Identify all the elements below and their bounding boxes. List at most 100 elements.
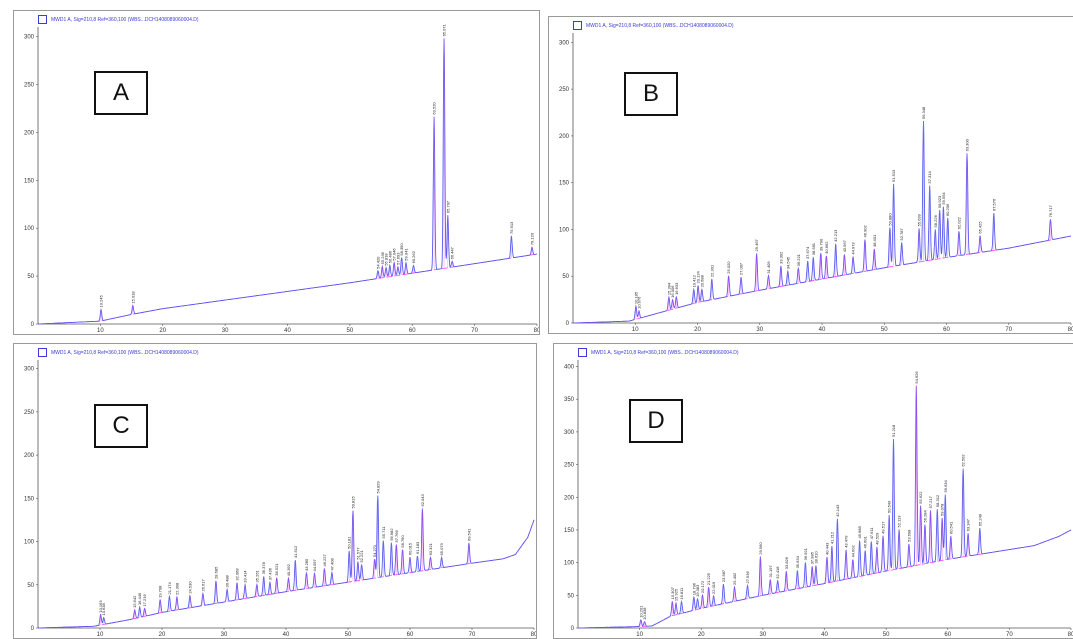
peak-label: 59.078 <box>940 503 945 516</box>
peak-label: 50.880 <box>887 213 892 226</box>
y-tick-label: 0 <box>31 626 35 632</box>
peak-label: 51.218 <box>891 424 896 437</box>
chromatogram-trace <box>38 38 537 325</box>
peak-label: 33.826 <box>784 556 789 569</box>
chromatogram-plot: 0 50 100 150 200 250 300 10 20 30 40 50 60 70 80 10.163… <box>24 360 536 638</box>
peak-label: 21.225 <box>706 572 711 585</box>
y-tick-label: 100 <box>24 540 35 546</box>
peak-label: 10.245 <box>98 294 103 307</box>
chromatogram-panel-c: MWD1 A, Sig=210,8 Ref=360,100 (WBS...DCH… <box>13 343 537 639</box>
peak-label: 41.212 <box>829 531 834 544</box>
peak-label: 48.529 <box>874 532 879 545</box>
square-outline-icon <box>38 15 47 24</box>
y-tick-label: 300 <box>564 430 575 436</box>
y-tick-label: 150 <box>564 528 575 534</box>
peak-label: 37.436 <box>267 567 272 580</box>
peak-label: 52.787 <box>899 227 904 240</box>
peak-label: 33.414 <box>243 570 248 583</box>
peak-label: 56.982 <box>389 528 394 541</box>
peak-label: 40.662 <box>824 241 829 254</box>
peak-label: 57.314 <box>927 170 932 183</box>
x-tick-label: 40 <box>283 632 290 638</box>
peak-label: 44.597 <box>312 558 317 571</box>
peak-label: 15.925 <box>673 588 678 601</box>
x-tick-label: 60 <box>407 632 414 638</box>
square-outline-icon <box>573 21 582 30</box>
peak-label: 15.307 <box>670 586 675 599</box>
peak-label: 60.206 <box>945 203 950 216</box>
peak-label: 20.688 <box>699 274 704 287</box>
y-tick-label: 300 <box>24 367 35 373</box>
peak-label: 10.201 <box>638 605 643 618</box>
legend-text: MWD1 A, Sig=210,8 Ref=360,100 (WBS...DCH… <box>51 349 199 356</box>
peak-label: 15.394 <box>666 282 671 295</box>
peak-label: 54.926 <box>914 371 919 384</box>
peak-label: 31.409 <box>766 261 771 274</box>
peak-label: 20.124 <box>696 270 701 283</box>
x-tick-label: 40 <box>284 328 291 334</box>
peak-label: 10.638 <box>101 603 106 616</box>
peak-label: 75.913 <box>509 221 514 234</box>
peak-label: 27.536 <box>745 571 750 584</box>
x-tick-label: 10 <box>636 632 643 638</box>
x-tick-label: 50 <box>881 327 888 333</box>
peak-label: 29.560 <box>758 542 763 555</box>
peak-label: 30.488 <box>225 574 230 587</box>
chromatogram-panel-d: MWD1 A, Sig=210,8 Ref=360,100 (WBS...DCH… <box>553 343 1073 639</box>
x-tick-label: 50 <box>883 632 890 638</box>
x-tick-label: 80 <box>1068 632 1073 638</box>
square-outline-icon <box>578 348 587 357</box>
y-tick-label: 200 <box>559 134 570 140</box>
legend-text: MWD1 A, Sig=210,8 Ref=360,100 (WBS...DCH… <box>591 349 739 356</box>
y-tick-label: 250 <box>24 410 35 416</box>
peak-label: 25.020 <box>726 261 731 274</box>
peak-label: 62.022 <box>956 216 961 229</box>
y-tick-label: 50 <box>562 274 569 280</box>
baseline-line <box>37 253 538 325</box>
peak-label: 67.576 <box>991 198 996 211</box>
peak-label: 55.622 <box>918 491 923 504</box>
peak-label: 50.181 <box>347 536 352 549</box>
peak-label: 38.521 <box>274 563 279 576</box>
y-tick-label: 0 <box>566 321 570 327</box>
y-tick-label: 200 <box>24 453 35 459</box>
peak-label: 23.587 <box>721 569 726 582</box>
peak-label: 31.197 <box>768 565 773 578</box>
peak-label: 59.634 <box>943 479 948 492</box>
legend-text: MWD1 A, Sig=210,8 Ref=360,100 (WBS...DCH… <box>51 16 199 23</box>
peak-label: 27.007 <box>739 262 744 275</box>
x-tick-label: 60 <box>943 327 950 333</box>
peak-label: 22.398 <box>174 582 179 595</box>
legend: MWD1 A, Sig=210,8 Ref=360,100 (WBS...DCH… <box>38 348 199 357</box>
peak-label: 59.554 <box>941 192 946 205</box>
peak-label: 65.707 <box>445 200 450 213</box>
chromatogram-plot: 0 50 100 150 200 250 300 10 20 30 40 50 60 70 80 10.185… <box>559 33 1073 333</box>
peak-label: 60.541 <box>948 521 953 534</box>
panel-label: A <box>94 71 148 115</box>
peak-label: 34.545 <box>785 256 790 269</box>
y-tick-label: 350 <box>564 397 575 403</box>
x-tick-label: 40 <box>821 632 828 638</box>
peak-label: 43.567 <box>842 239 847 252</box>
x-tick-label: 70 <box>471 328 478 334</box>
x-tick-label: 30 <box>222 328 229 334</box>
chromatogram-trace <box>578 385 1072 629</box>
x-tick-label: 10 <box>632 327 639 333</box>
peak-label: 16.449 <box>137 592 142 605</box>
peak-label: 65.249 <box>977 513 982 526</box>
peak-label: 25.402 <box>732 572 737 585</box>
peak-label: 19.708 <box>158 585 163 598</box>
y-tick-label: 300 <box>559 40 570 46</box>
peak-label: 56.348 <box>921 106 926 119</box>
peak-label: 54.420 <box>375 256 380 269</box>
chromatogram-panel-a: MWD1 A, Sig=210,8 Ref=360,100 (WBS...DCH… <box>13 10 540 335</box>
y-tick-label: 150 <box>559 181 570 187</box>
x-tick-label: 20 <box>159 328 166 334</box>
peak-label: 10.676 <box>636 296 641 309</box>
peak-label: 50.815 <box>350 496 355 509</box>
x-tick-label: 60 <box>944 632 951 638</box>
peak-label: 16.811 <box>679 587 684 600</box>
peak-label: 62.043 <box>420 494 425 507</box>
x-tick-label: 50 <box>345 632 352 638</box>
x-tick-label: 80 <box>1068 327 1073 333</box>
